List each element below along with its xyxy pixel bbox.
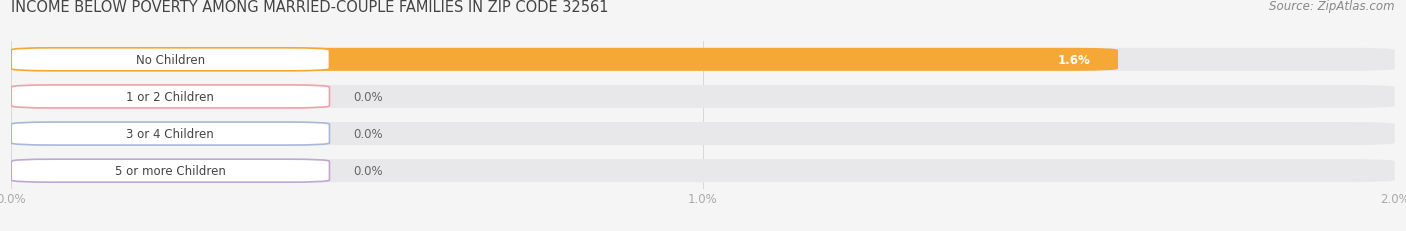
Text: Source: ZipAtlas.com: Source: ZipAtlas.com [1270,0,1395,13]
Text: 5 or more Children: 5 or more Children [115,164,226,177]
FancyBboxPatch shape [11,85,329,109]
FancyBboxPatch shape [11,49,1118,72]
FancyBboxPatch shape [11,49,1395,72]
Text: No Children: No Children [136,54,205,67]
Text: 1.6%: 1.6% [1057,54,1091,67]
Text: 1 or 2 Children: 1 or 2 Children [127,91,214,103]
Text: 0.0%: 0.0% [354,91,384,103]
Text: 3 or 4 Children: 3 or 4 Children [127,128,214,140]
FancyBboxPatch shape [11,159,1395,182]
Text: 0.0%: 0.0% [354,128,384,140]
Text: 0.0%: 0.0% [354,164,384,177]
FancyBboxPatch shape [11,122,329,146]
FancyBboxPatch shape [11,85,1395,109]
FancyBboxPatch shape [11,122,1395,146]
FancyBboxPatch shape [11,159,329,182]
FancyBboxPatch shape [11,49,329,72]
Text: INCOME BELOW POVERTY AMONG MARRIED-COUPLE FAMILIES IN ZIP CODE 32561: INCOME BELOW POVERTY AMONG MARRIED-COUPL… [11,0,609,15]
